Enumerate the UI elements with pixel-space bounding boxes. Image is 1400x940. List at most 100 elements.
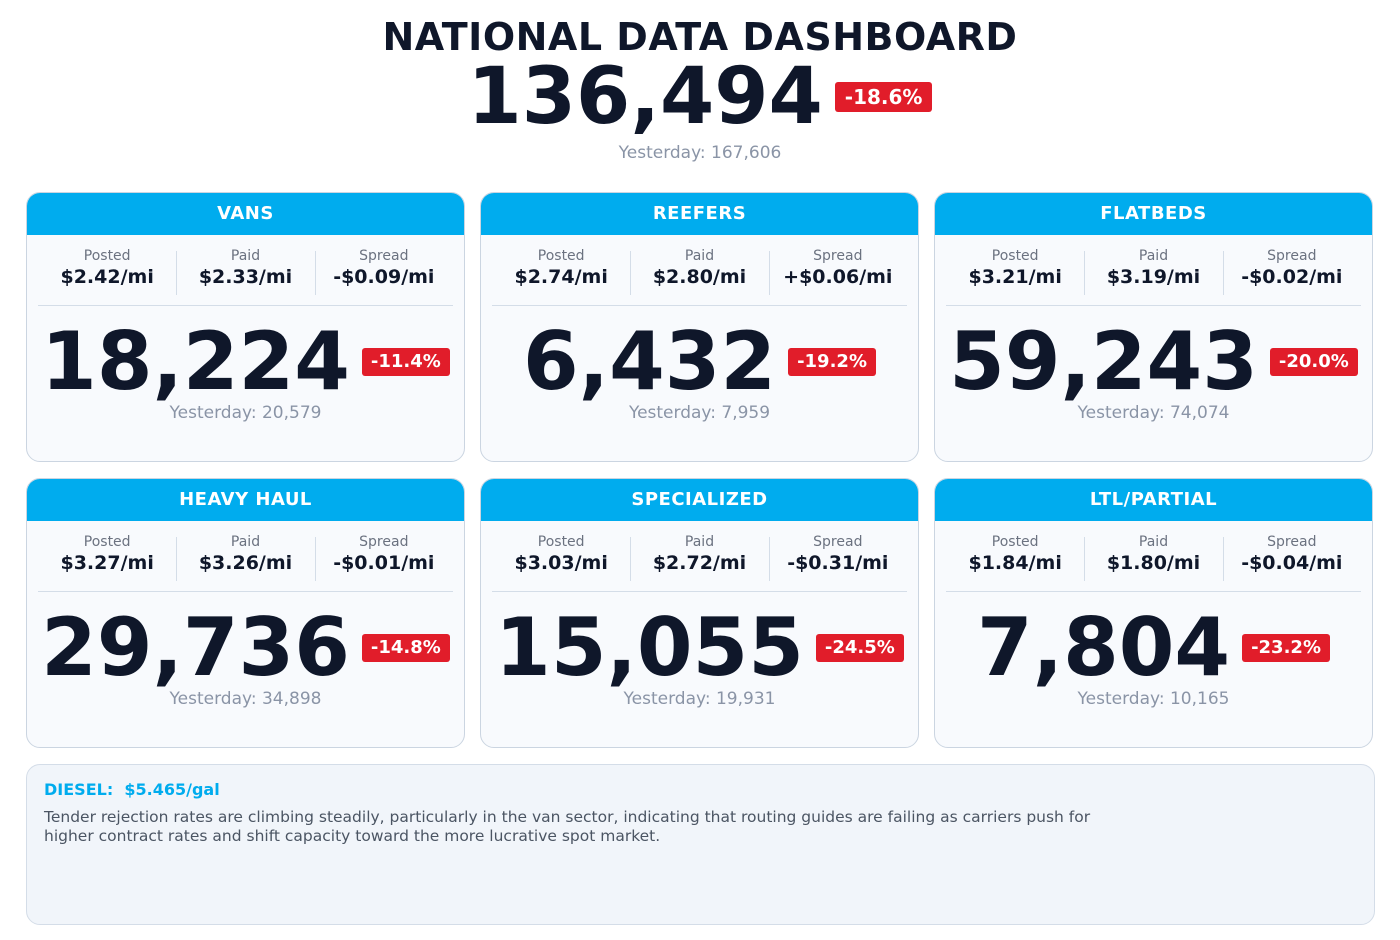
load-count: 7,804 bbox=[977, 601, 1231, 694]
rate-label: Spread bbox=[813, 248, 863, 264]
rate-label: Posted bbox=[537, 534, 585, 550]
rate-spread: Spread -$0.04/mi bbox=[1222, 531, 1361, 591]
card-title: SPECIALIZED bbox=[481, 479, 918, 521]
rate-paid: Paid $2.72/mi bbox=[630, 531, 768, 591]
national-total-value: 136,494 bbox=[467, 52, 823, 142]
load-count: 18,224 bbox=[41, 315, 350, 408]
rate-value: $2.42/mi bbox=[60, 266, 154, 288]
rate-spread: Spread -$0.01/mi bbox=[314, 531, 453, 591]
card-title: LTL/PARTIAL bbox=[935, 479, 1372, 521]
rate-label: Spread bbox=[359, 534, 409, 550]
count-row: 18,224 -11.4% bbox=[27, 312, 464, 412]
rate-label: Paid bbox=[230, 248, 261, 264]
page-title: NATIONAL DATA DASHBOARD bbox=[382, 15, 1018, 59]
rates-row: Posted $3.27/mi Paid $3.26/mi Spread -$0… bbox=[38, 531, 453, 592]
rate-label: Paid bbox=[1138, 534, 1169, 550]
rate-label: Spread bbox=[1267, 534, 1317, 550]
rate-posted: Posted $3.27/mi bbox=[38, 531, 176, 591]
card-title: FLATBEDS bbox=[935, 193, 1372, 235]
card-title: HEAVY HAUL bbox=[27, 479, 464, 521]
rate-label: Paid bbox=[684, 248, 715, 264]
rate-label: Posted bbox=[83, 534, 131, 550]
card-specialized: SPECIALIZED Posted $3.03/mi Paid $2.72/m… bbox=[480, 478, 919, 748]
rate-label: Spread bbox=[359, 248, 409, 264]
card-reefers: REEFERS Posted $2.74/mi Paid $2.80/mi Sp… bbox=[480, 192, 919, 462]
load-count: 59,243 bbox=[949, 315, 1258, 408]
rate-paid: Paid $3.19/mi bbox=[1084, 245, 1222, 305]
market-notes-panel: DIESEL: $5.465/gal Tender rejection rate… bbox=[26, 764, 1375, 925]
rate-value: $2.74/mi bbox=[514, 266, 608, 288]
card-title: REEFERS bbox=[481, 193, 918, 235]
national-change-badge: -18.6% bbox=[834, 82, 933, 112]
rate-paid: Paid $2.33/mi bbox=[176, 245, 314, 305]
rate-value: $1.80/mi bbox=[1106, 552, 1201, 574]
yesterday-count: Yesterday: 34,898 bbox=[169, 689, 322, 709]
rate-value: -$0.02/mi bbox=[1241, 266, 1343, 288]
rate-value: $3.27/mi bbox=[60, 552, 154, 574]
rate-value: $1.84/mi bbox=[968, 552, 1062, 574]
change-badge: -19.2% bbox=[788, 348, 876, 376]
rate-value: $3.26/mi bbox=[198, 552, 293, 574]
change-badge: -14.8% bbox=[361, 634, 450, 662]
rate-label: Paid bbox=[1138, 248, 1169, 264]
rate-spread: Spread -$0.31/mi bbox=[768, 531, 907, 591]
yesterday-count: Yesterday: 7,959 bbox=[628, 403, 771, 423]
card-flatbeds: FLATBEDS Posted $3.21/mi Paid $3.19/mi S… bbox=[934, 192, 1373, 462]
rate-value: $3.03/mi bbox=[514, 552, 608, 574]
rate-paid: Paid $2.80/mi bbox=[630, 245, 768, 305]
card-vans: VANS Posted $2.42/mi Paid $2.33/mi Sprea… bbox=[26, 192, 465, 462]
count-row: 15,055 -24.5% bbox=[481, 598, 918, 698]
yesterday-count: Yesterday: 19,931 bbox=[623, 689, 776, 709]
rates-row: Posted $2.42/mi Paid $2.33/mi Spread -$0… bbox=[38, 245, 453, 306]
rates-row: Posted $2.74/mi Paid $2.80/mi Spread +$0… bbox=[492, 245, 907, 306]
yesterday-count: Yesterday: 74,074 bbox=[1077, 403, 1230, 423]
rate-value: -$0.31/mi bbox=[787, 552, 889, 574]
national-yesterday: Yesterday: 167,606 bbox=[618, 143, 782, 163]
change-badge: -11.4% bbox=[361, 348, 450, 376]
rates-row: Posted $1.84/mi Paid $1.80/mi Spread -$0… bbox=[946, 531, 1361, 592]
count-row: 59,243 -20.0% bbox=[935, 312, 1372, 412]
rate-value: $3.21/mi bbox=[968, 266, 1062, 288]
change-badge: -24.5% bbox=[815, 634, 904, 662]
rate-value: $3.19/mi bbox=[1106, 266, 1201, 288]
rate-label: Posted bbox=[991, 534, 1039, 550]
load-count: 29,736 bbox=[41, 601, 350, 694]
rate-label: Posted bbox=[537, 248, 585, 264]
rate-spread: Spread +$0.06/mi bbox=[768, 245, 907, 305]
rate-label: Paid bbox=[684, 534, 715, 550]
rate-spread: Spread -$0.09/mi bbox=[314, 245, 453, 305]
rate-label: Posted bbox=[83, 248, 131, 264]
rate-value: -$0.04/mi bbox=[1241, 552, 1343, 574]
load-count: 6,432 bbox=[523, 315, 777, 408]
change-badge: -23.2% bbox=[1242, 634, 1330, 662]
rate-posted: Posted $3.03/mi bbox=[492, 531, 630, 591]
yesterday-count: Yesterday: 10,165 bbox=[1077, 689, 1230, 709]
rate-value: -$0.09/mi bbox=[333, 266, 435, 288]
rate-label: Spread bbox=[1267, 248, 1317, 264]
market-commentary: Tender rejection rates are climbing stea… bbox=[44, 808, 1091, 845]
rate-value: $2.72/mi bbox=[652, 552, 747, 574]
rate-paid: Paid $1.80/mi bbox=[1084, 531, 1222, 591]
rates-row: Posted $3.03/mi Paid $2.72/mi Spread -$0… bbox=[492, 531, 907, 592]
yesterday-count: Yesterday: 20,579 bbox=[169, 403, 322, 423]
rate-value: $2.33/mi bbox=[198, 266, 293, 288]
rate-value: +$0.06/mi bbox=[783, 266, 893, 288]
card-ltl-partial: LTL/PARTIAL Posted $1.84/mi Paid $1.80/m… bbox=[934, 478, 1373, 748]
rate-label: Paid bbox=[230, 534, 261, 550]
card-title: VANS bbox=[27, 193, 464, 235]
count-row: 29,736 -14.8% bbox=[27, 598, 464, 698]
rate-posted: Posted $3.21/mi bbox=[946, 245, 1084, 305]
rate-posted: Posted $2.42/mi bbox=[38, 245, 176, 305]
rate-value: $2.80/mi bbox=[652, 266, 747, 288]
rates-row: Posted $3.21/mi Paid $3.19/mi Spread -$0… bbox=[946, 245, 1361, 306]
count-row: 6,432 -19.2% bbox=[481, 312, 918, 412]
load-count: 15,055 bbox=[495, 601, 804, 694]
rate-posted: Posted $1.84/mi bbox=[946, 531, 1084, 591]
card-heavy-haul: HEAVY HAUL Posted $3.27/mi Paid $3.26/mi… bbox=[26, 478, 465, 748]
diesel-price: DIESEL: $5.465/gal bbox=[44, 780, 220, 799]
rate-label: Posted bbox=[991, 248, 1039, 264]
count-row: 7,804 -23.2% bbox=[935, 598, 1372, 698]
dashboard-header: NATIONAL DATA DASHBOARD 136,494 -18.6% Y… bbox=[0, 14, 1400, 164]
change-badge: -20.0% bbox=[1269, 348, 1358, 376]
equipment-cards-grid: VANS Posted $2.42/mi Paid $2.33/mi Sprea… bbox=[26, 192, 1374, 748]
